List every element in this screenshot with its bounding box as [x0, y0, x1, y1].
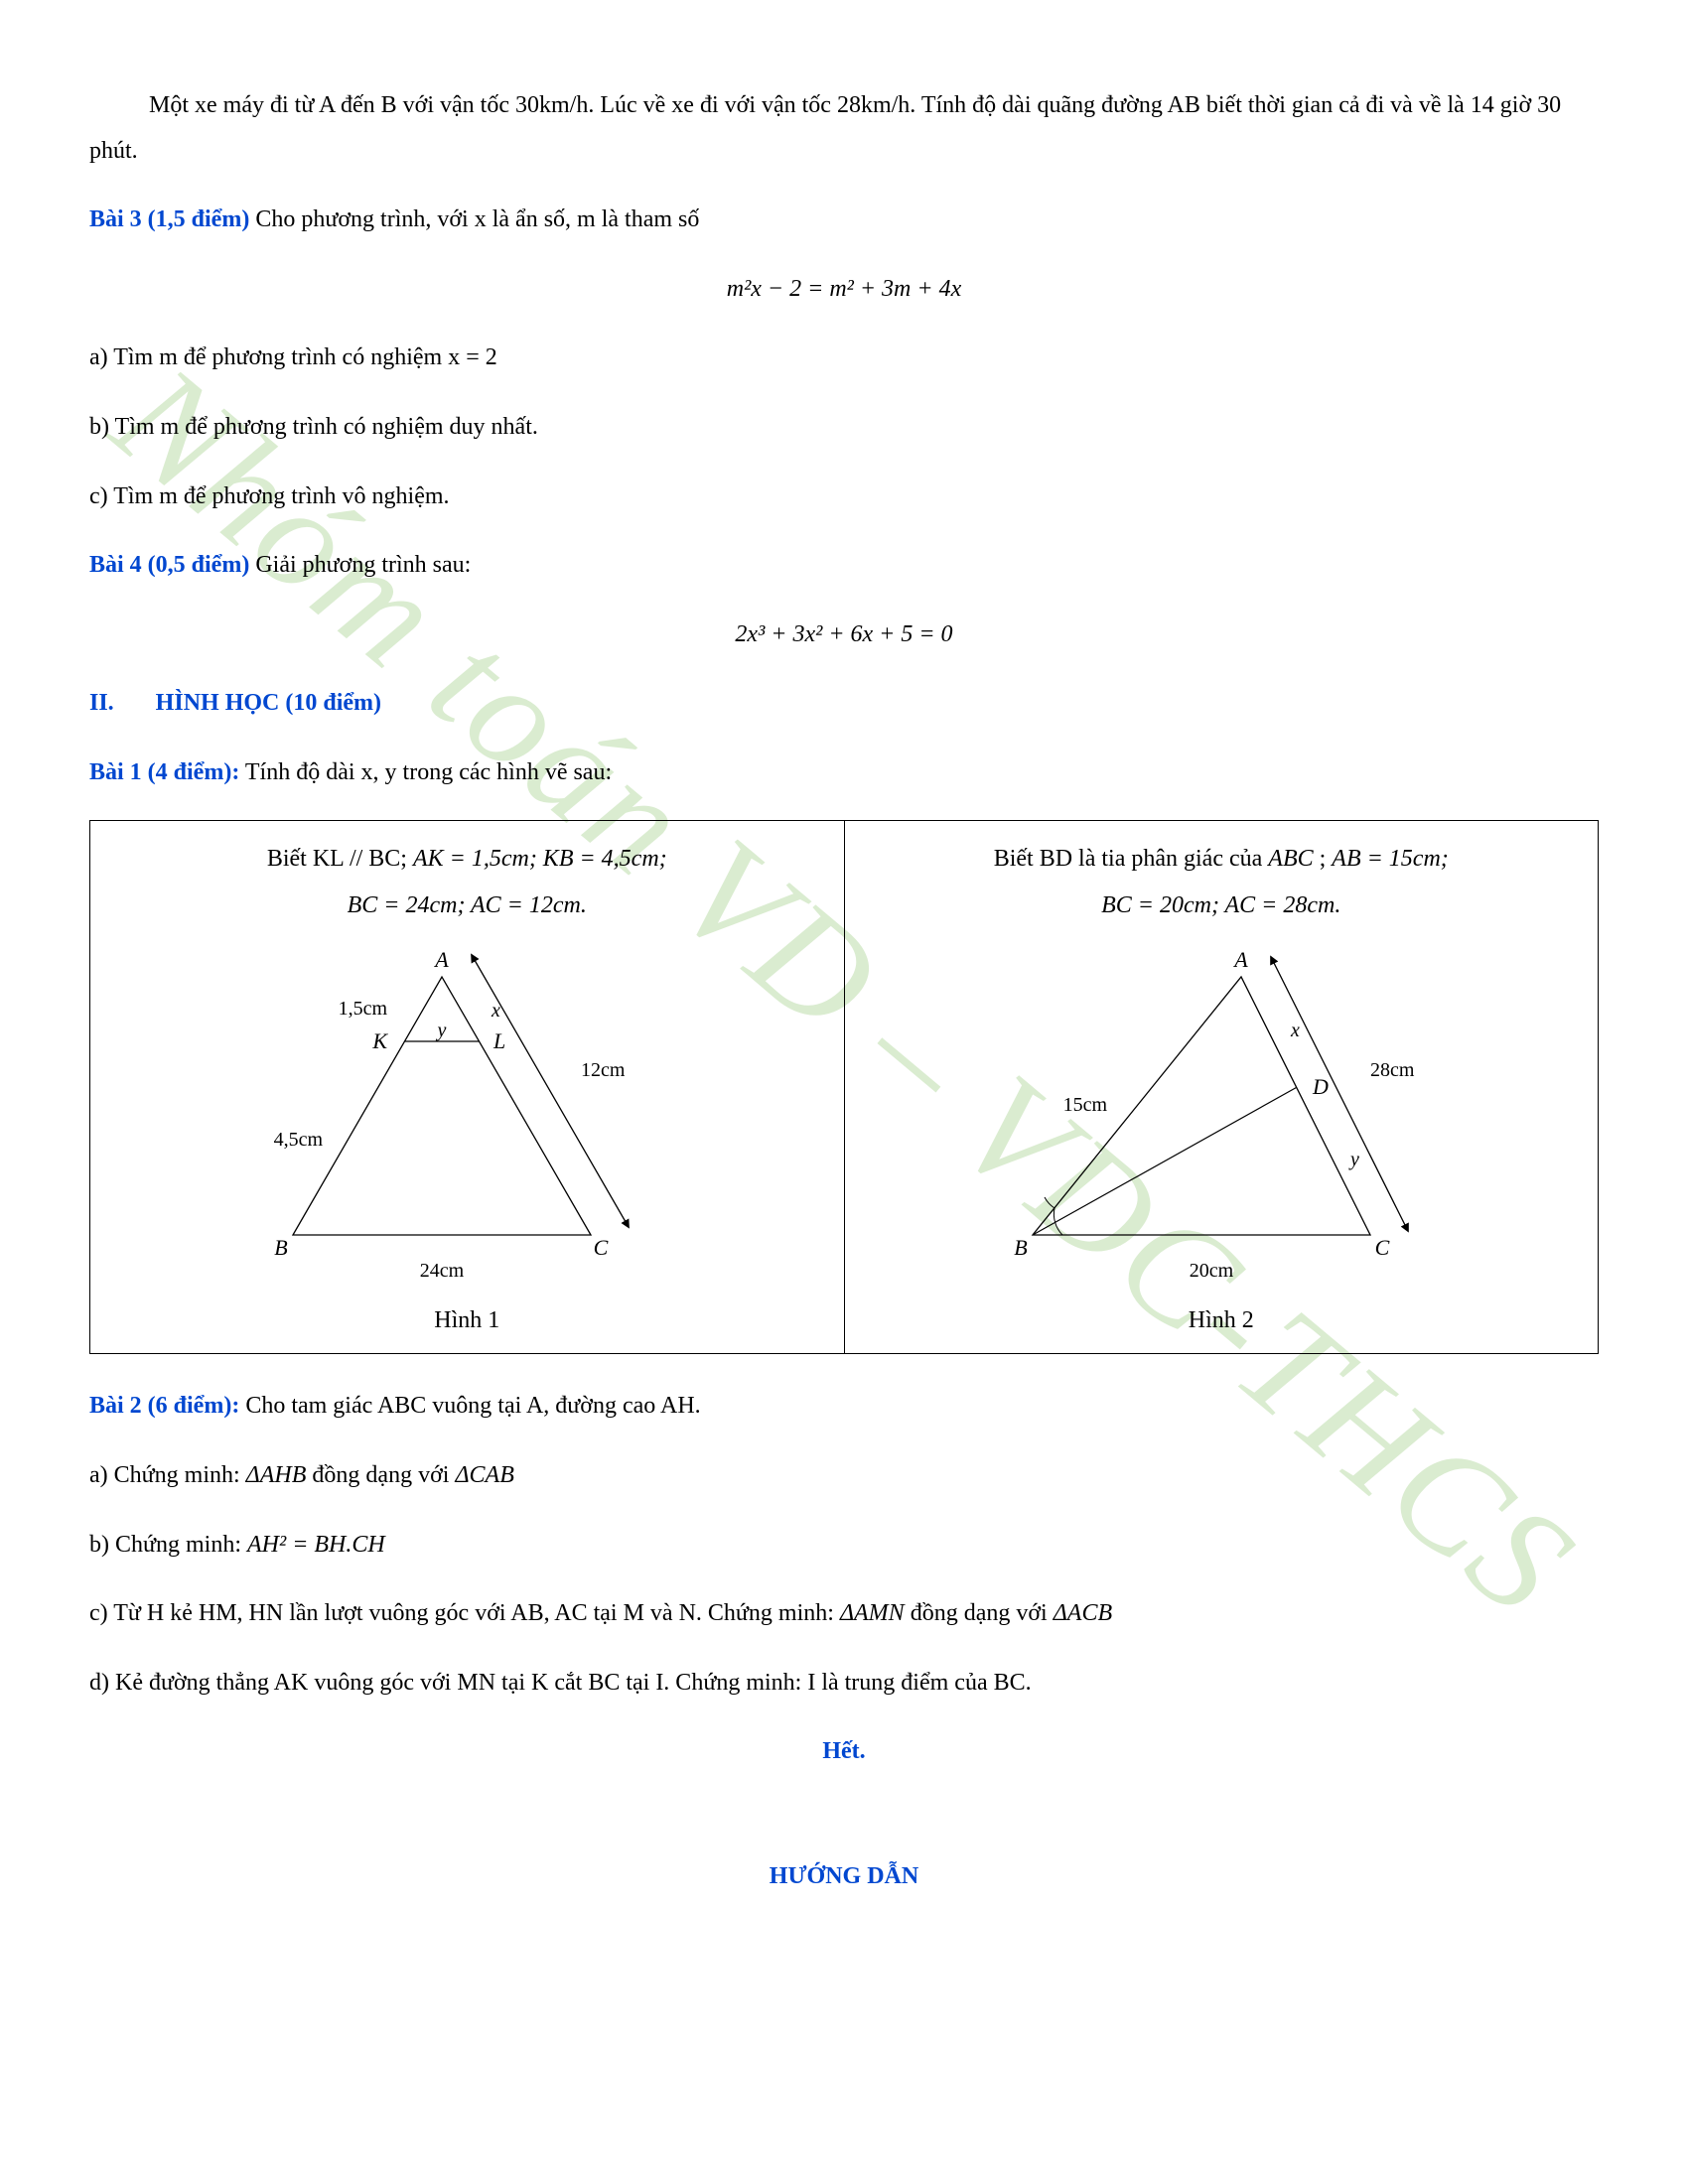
b2c-e2: ΔACB: [1054, 1600, 1112, 1626]
intro-paragraph: Một xe máy đi từ A đến B với vận tốc 30k…: [89, 83, 1599, 174]
fig1-kb: 4,5cm: [274, 1129, 324, 1151]
bai3-a: a) Tìm m để phương trình có nghiệm x = 2: [89, 336, 1599, 381]
fig1-caption: Hình 1: [100, 1298, 834, 1344]
fig1-given1: Biết KL // BC; AK = 1,5cm; KB = 4,5cm;: [100, 837, 834, 883]
hh-bai2-title: Bài 2 (6 điểm):: [89, 1393, 239, 1419]
b2b-eq: AH² = BH.CH: [247, 1532, 385, 1558]
bai4-equation: 2x³ + 3x² + 6x + 5 = 0: [89, 613, 1599, 658]
fig2-g1a: Biết BD là tia phân giác của: [994, 846, 1269, 872]
fig1-y: y: [436, 1020, 447, 1041]
figure-1-svg: A B C K L 1,5cm 4,5cm 24cm 12cm x y: [233, 937, 700, 1295]
fig2-bc: 20cm: [1190, 1260, 1234, 1282]
fig2-g1d: AB = 15cm;: [1332, 846, 1449, 872]
bai3-c: c) Tìm m để phương trình vô nghiệm.: [89, 475, 1599, 520]
bai4-title: Bài 4 (0,5 điểm): [89, 552, 249, 578]
hh-bai2-a: a) Chứng minh: ΔAHB đồng dạng với ΔCAB: [89, 1453, 1599, 1499]
bai3-a-text: a) Tìm m để phương trình có nghiệm x = 2: [89, 344, 497, 370]
fig1-ak: 1,5cm: [339, 998, 388, 1020]
bai3-text: Cho phương trình, với x là ẩn số, m là t…: [249, 206, 699, 232]
fig2-C: C: [1374, 1235, 1389, 1260]
hh-bai2-text: Cho tam giác ABC vuông tại A, đường cao …: [239, 1393, 700, 1419]
figure-2-cell: Biết BD là tia phân giác của ABC ; AB = …: [845, 821, 1599, 1354]
fig2-ac: 28cm: [1370, 1059, 1415, 1081]
b2a-e1: ΔAHB: [246, 1462, 307, 1488]
fig2-g1b: ABC: [1268, 846, 1313, 872]
page-content: Một xe máy đi từ A đến B với vận tốc 30k…: [89, 83, 1599, 1899]
fig2-caption: Hình 2: [855, 1298, 1589, 1344]
fig2-D: D: [1312, 1074, 1329, 1099]
fig1-B: B: [275, 1235, 288, 1260]
fig2-A: A: [1232, 947, 1248, 972]
fig1-L: L: [492, 1028, 505, 1053]
b2c-pre: c) Từ H kẻ HM, HN lần lượt vuông góc với…: [89, 1600, 840, 1626]
b2c-mid: đồng dạng với: [905, 1600, 1054, 1626]
hh-bai1-title: Bài 1 (4 điểm):: [89, 759, 239, 785]
fig1-C: C: [594, 1235, 609, 1260]
hh-bai1-text: Tính độ dài x, y trong các hình vẽ sau:: [239, 759, 612, 785]
fig1-A: A: [434, 947, 450, 972]
b2a-pre: a) Chứng minh:: [89, 1462, 246, 1488]
fig1-given2: BC = 24cm; AC = 12cm.: [100, 884, 834, 929]
hh-bai1-line: Bài 1 (4 điểm): Tính độ dài x, y trong c…: [89, 751, 1599, 796]
fig2-B: B: [1014, 1235, 1027, 1260]
fig2-y: y: [1348, 1149, 1359, 1170]
fig2-x: x: [1290, 1020, 1300, 1041]
fig2-g1c: ;: [1314, 846, 1333, 872]
hh-bai2-d: d) Kẻ đường thẳng AK vuông góc với MN tạ…: [89, 1661, 1599, 1706]
hh-bai2-line: Bài 2 (6 điểm): Cho tam giác ABC vuông t…: [89, 1384, 1599, 1430]
fig2-given2: BC = 20cm; AC = 28cm.: [855, 884, 1589, 929]
figure-row: Biết KL // BC; AK = 1,5cm; KB = 4,5cm; B…: [89, 820, 1599, 1355]
figure-2-svg: A B C D 15cm 20cm 28cm x y: [973, 937, 1470, 1295]
hh-bai2-c: c) Từ H kẻ HM, HN lần lượt vuông góc với…: [89, 1591, 1599, 1637]
figure-1-cell: Biết KL // BC; AK = 1,5cm; KB = 4,5cm; B…: [90, 821, 845, 1354]
fig1-bc: 24cm: [420, 1260, 465, 1282]
bai3-equation: m²x − 2 = m² + 3m + 4x: [89, 267, 1599, 313]
guide-heading: HƯỚNG DẪN: [89, 1854, 1599, 1900]
fig1-x: x: [491, 1000, 500, 1022]
b2b-pre: b) Chứng minh:: [89, 1532, 247, 1558]
b2a-mid: đồng dạng với: [306, 1462, 455, 1488]
fig2-given1: Biết BD là tia phân giác của ABC ; AB = …: [855, 837, 1589, 883]
bai3-line: Bài 3 (1,5 điểm) Cho phương trình, với x…: [89, 198, 1599, 243]
b2c-e1: ΔAMN: [840, 1600, 905, 1626]
fig1-K: K: [372, 1028, 389, 1053]
hh-bai2-b: b) Chứng minh: AH² = BH.CH: [89, 1523, 1599, 1569]
section-ii-heading: II. HÌNH HỌC (10 điểm): [89, 681, 1599, 727]
bai3-b: b) Tìm m để phương trình có nghiệm duy n…: [89, 405, 1599, 451]
bai4-text: Giải phương trình sau:: [249, 552, 471, 578]
fig2-ab: 15cm: [1062, 1094, 1107, 1116]
fig1-g1b: AK = 1,5cm; KB = 4,5cm;: [413, 846, 667, 872]
b2a-e2: ΔCAB: [455, 1462, 513, 1488]
fig1-ac: 12cm: [581, 1059, 626, 1081]
end-text: Hết.: [89, 1729, 1599, 1775]
fig1-g1a: Biết KL // BC;: [267, 846, 413, 872]
bai3-title: Bài 3 (1,5 điểm): [89, 206, 249, 232]
bai4-line: Bài 4 (0,5 điểm) Giải phương trình sau:: [89, 543, 1599, 589]
